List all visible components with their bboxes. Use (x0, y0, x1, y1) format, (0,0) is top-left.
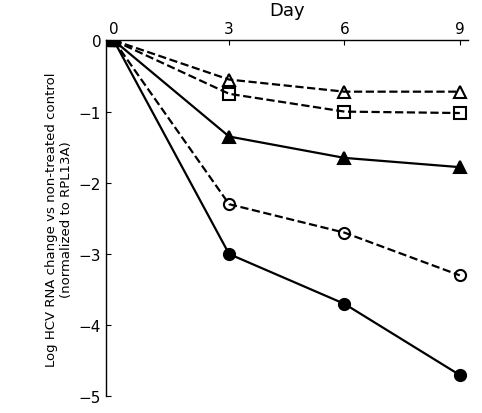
Y-axis label: Log HCV RNA change vs non-treated control
(normalized to RPL13A): Log HCV RNA change vs non-treated contro… (45, 72, 73, 366)
X-axis label: Day: Day (269, 2, 305, 20)
